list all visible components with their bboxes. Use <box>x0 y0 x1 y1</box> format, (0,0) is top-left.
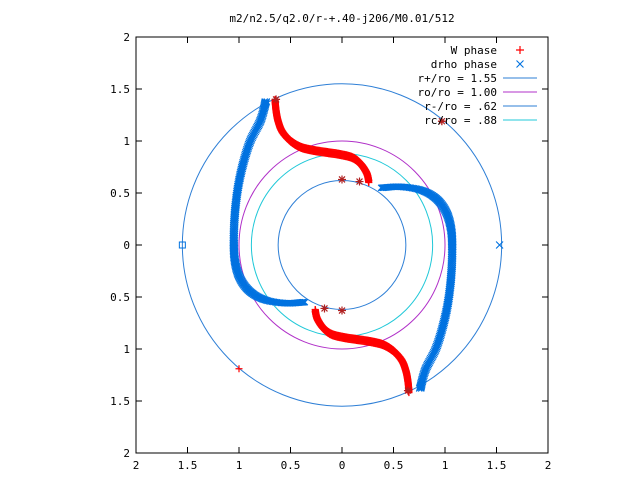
w-phase-point <box>311 307 319 315</box>
circle-r-/ro = .62 <box>277 180 407 310</box>
x-tick-label: 2 <box>133 459 140 472</box>
w-phase-star <box>403 386 412 395</box>
drho-phase-point <box>495 241 504 249</box>
y-tick-label: 1 <box>123 343 130 356</box>
legend-label: ro/ro = 1.00 <box>418 86 497 99</box>
y-tick-label: 1 <box>123 135 130 148</box>
data-marks <box>178 95 504 397</box>
y-tick-label: 2 <box>123 447 130 460</box>
x-tick-label: 1.5 <box>178 459 198 472</box>
chart-title: m2/n2.5/q2.0/r-+.40-j206/M0.01/512 <box>229 12 454 25</box>
y-tick-label: 0.5 <box>110 291 130 304</box>
drho-phase-point <box>377 184 385 192</box>
y-tick-label: 2 <box>123 31 130 44</box>
legend-label: r+/ro = 1.55 <box>418 72 497 85</box>
legend-marker <box>516 60 524 68</box>
y-tick-label: 1.5 <box>110 395 130 408</box>
y-tick-label: 1.5 <box>110 83 130 96</box>
legend-label: W phase <box>451 44 497 57</box>
y-tick-label: 0 <box>123 239 130 252</box>
legend-label: r-/ro = .62 <box>424 100 497 113</box>
legend-label: rc/ro = .88 <box>424 114 497 127</box>
w-phase-star <box>338 175 346 184</box>
circle-ro/ro = 1.00 <box>238 140 446 350</box>
w-phase-point <box>235 365 243 373</box>
legend-marker <box>516 46 524 54</box>
w-phase-star <box>355 177 364 186</box>
drho-phase-square <box>178 241 186 249</box>
w-phase-star <box>320 304 329 313</box>
x-tick-label: 0.5 <box>281 459 301 472</box>
x-tick-label: 2 <box>545 459 552 472</box>
drho-phase-point <box>301 298 309 306</box>
w-phase-star <box>437 117 446 126</box>
axis-ticks: 2 1.5 1 0.5 0 0.5 1 1.5 221.510.500.511.52 <box>110 31 551 472</box>
w-phase-star <box>338 306 346 315</box>
x-tick-label: 0 <box>339 459 346 472</box>
drho-phase-point <box>379 184 387 192</box>
legend-label: drho phase <box>431 58 497 71</box>
w-phase-point <box>365 179 373 187</box>
x-tick-label: 1 <box>236 459 243 472</box>
y-tick-label: 0.5 <box>110 187 130 200</box>
x-tick-label: 1.5 <box>487 459 507 472</box>
x-tick-label: 1 <box>442 459 449 472</box>
drho-phase-point <box>299 298 307 306</box>
x-tick-label: 0.5 <box>384 459 404 472</box>
circle-r+/ro = 1.55 <box>181 83 503 407</box>
w-phase-star <box>272 95 281 104</box>
